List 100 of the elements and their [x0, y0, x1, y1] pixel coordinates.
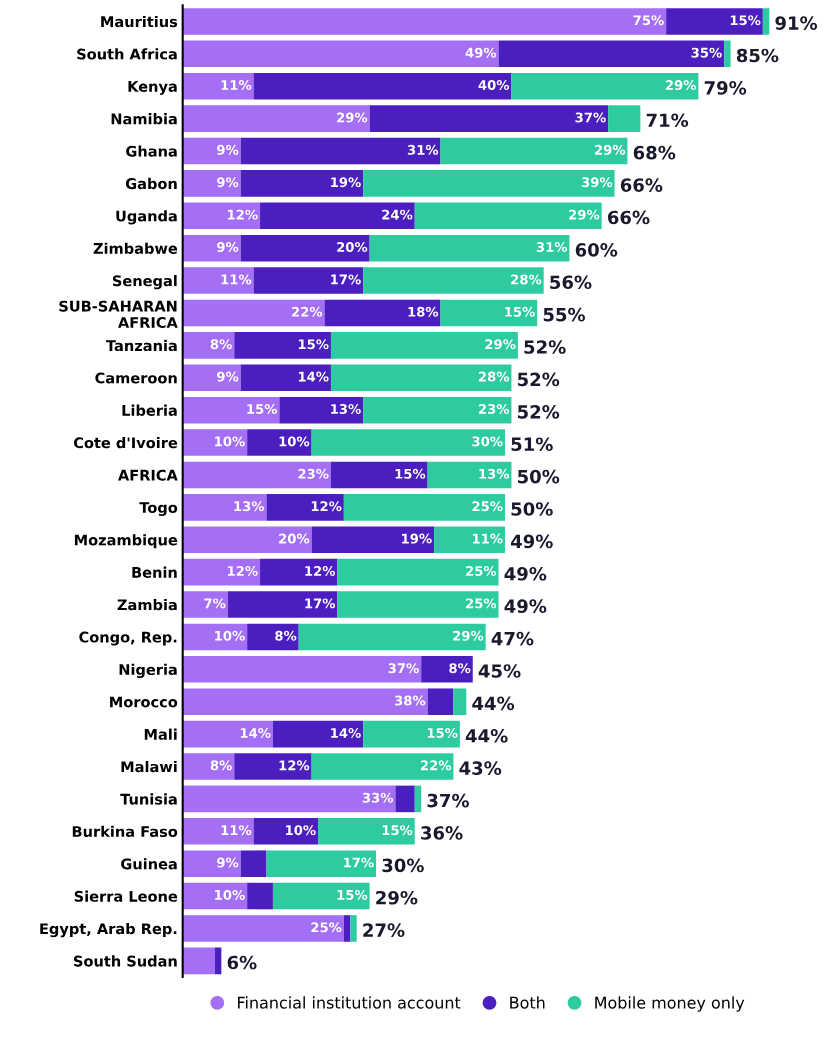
bar [414, 785, 422, 813]
bar [182, 461, 331, 489]
y-tick-label: South Africa [77, 48, 177, 60]
bar [337, 591, 499, 618]
y-tick-label: Ghana [126, 145, 177, 157]
data-label: 29% [485, 339, 516, 350]
bar [330, 364, 512, 392]
data-label: 11% [221, 274, 252, 285]
data-label: 15% [505, 306, 535, 317]
data-label: 75% [633, 15, 664, 26]
total-label: 37% [427, 793, 469, 808]
y-tick-label: AFRICA [118, 469, 178, 481]
total-label: 27% [363, 923, 405, 937]
data-label: 22% [420, 760, 452, 771]
data-label: 39% [581, 177, 613, 188]
data-label: 38% [395, 695, 426, 706]
bar [182, 332, 235, 359]
bar [330, 461, 428, 489]
data-label: 12% [311, 501, 342, 512]
total-label: 56% [550, 275, 592, 290]
data-label: 12% [279, 760, 310, 771]
bar [260, 558, 338, 586]
bar [182, 364, 241, 392]
bar [240, 137, 441, 165]
total-label: 91% [775, 16, 818, 30]
data-label: 17% [344, 857, 374, 868]
bar [182, 915, 344, 942]
data-label: 20% [279, 533, 310, 544]
data-label: 13% [234, 501, 265, 512]
data-label: 10% [215, 630, 245, 641]
bar [182, 947, 215, 975]
total-label: 52% [517, 404, 560, 419]
total-label: 85% [736, 48, 779, 63]
bar [440, 299, 538, 327]
data-label: 15% [382, 825, 413, 836]
data-label: 9% [217, 857, 239, 868]
data-label: 13% [331, 404, 361, 414]
bar [363, 170, 615, 197]
bar [363, 720, 460, 748]
y-tick-label: Egypt, Arab Rep. [40, 922, 177, 938]
bar [182, 299, 325, 327]
bar [343, 915, 351, 942]
y-tick-label: Uganda [116, 210, 177, 225]
y-tick-label: Zambia [117, 598, 177, 611]
y-tick-label: Cote d'Ivoire [73, 437, 178, 449]
data-label: 9% [217, 144, 239, 155]
bar [182, 396, 280, 424]
data-label: 25% [311, 922, 342, 933]
data-label: 7% [204, 598, 226, 609]
total-label: 49% [510, 534, 553, 549]
data-label: 13% [479, 468, 510, 479]
total-label: 55% [543, 307, 586, 322]
data-label: 19% [402, 533, 432, 544]
bar [260, 202, 415, 230]
y-tick-label: Tunisia [120, 793, 177, 805]
y-tick-label: Sierra Leone [74, 890, 178, 902]
bar [363, 267, 544, 294]
total-label: 51% [511, 437, 553, 452]
data-label: 8% [210, 760, 232, 771]
y-tick-label: Nigeria [119, 663, 177, 679]
data-label: 29% [337, 112, 368, 123]
total-label: 36% [421, 826, 463, 840]
data-label: 25% [472, 501, 503, 512]
bar [343, 494, 505, 521]
total-label: 29% [376, 890, 418, 905]
total-label: 52% [524, 340, 566, 354]
y-tick-label: Cameroon [95, 372, 177, 384]
legend-label: Mobile money only [595, 996, 745, 1012]
total-label: 50% [517, 469, 560, 484]
data-label: 10% [279, 436, 310, 447]
y-tick-label: Tanzania [106, 339, 177, 352]
bar [427, 461, 512, 489]
bar [350, 915, 357, 942]
legend-label: Financial institution account [238, 996, 461, 1009]
total-label: 66% [607, 210, 650, 225]
data-label: 37% [388, 663, 419, 674]
data-label: 8% [275, 630, 297, 641]
data-label: 23% [298, 468, 329, 479]
bar [182, 72, 254, 100]
total-label: 47% [491, 631, 534, 646]
bar [214, 947, 222, 975]
bar [247, 882, 273, 910]
y-tick-label: Mauritius [101, 15, 178, 28]
data-label: 14% [331, 727, 361, 738]
bar [182, 526, 312, 554]
bar [298, 623, 486, 651]
bar [247, 623, 299, 651]
total-label: 44% [465, 728, 508, 743]
bar [311, 526, 435, 554]
bar [253, 72, 512, 100]
bar [182, 40, 499, 68]
data-label: 8% [210, 339, 232, 350]
bar [182, 494, 267, 521]
y-tick-label: Kenya [128, 81, 177, 95]
data-label: 15% [298, 339, 329, 350]
data-label: 20% [337, 242, 368, 253]
bar [311, 753, 454, 780]
data-label: 25% [466, 565, 497, 576]
y-tick-label: Malawi [121, 760, 177, 773]
bar [182, 170, 241, 197]
